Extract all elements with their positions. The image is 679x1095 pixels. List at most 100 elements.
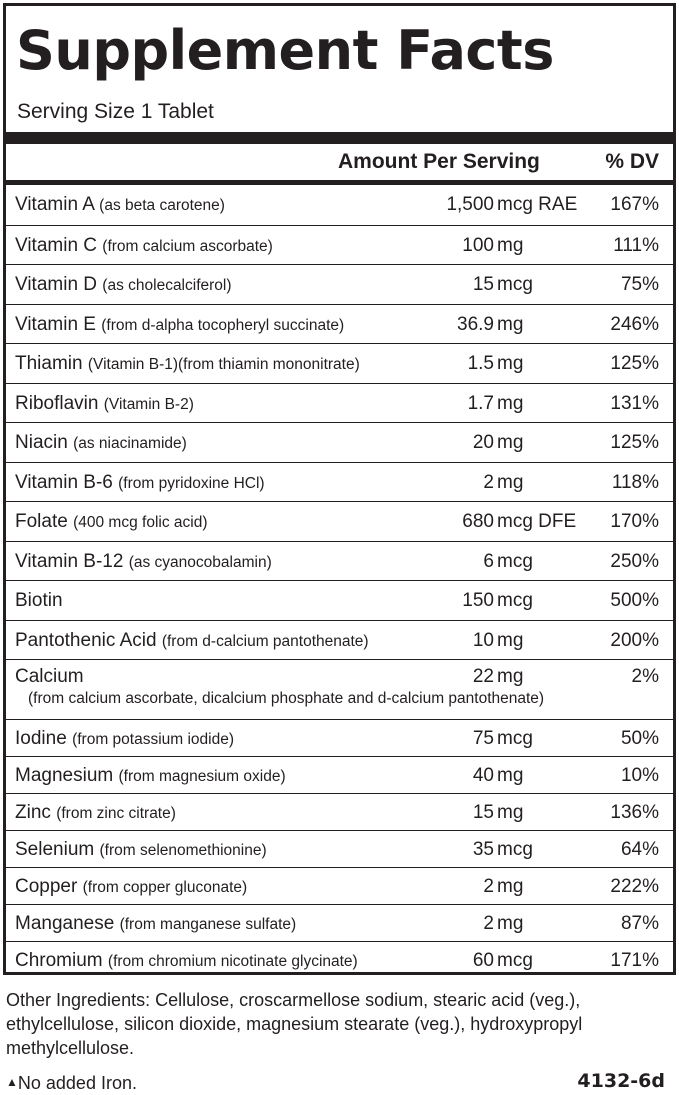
nutrient-unit: mcg [497, 950, 533, 971]
header-divider [6, 180, 673, 185]
nutrient-row: Vitamin D (as cholecalciferol) 15 mcg 75% [6, 264, 673, 304]
nutrient-label: Biotin [15, 590, 63, 611]
nutrient-label: Niacin [15, 432, 68, 453]
panel-title: Supplement Facts [16, 19, 554, 82]
nutrient-dv: 10% [620, 765, 659, 786]
nutrient-source: (from selenomethionine) [99, 842, 267, 859]
nutrient-amount: 60 [472, 950, 494, 971]
nutrient-row: Zinc (from zinc citrate) 15 mg 136% [6, 793, 673, 830]
nutrient-unit: mcg [497, 274, 533, 295]
nutrient-amount: 2 [483, 913, 494, 934]
nutrient-dv: 131% [610, 392, 659, 414]
nutrient-unit: mg [497, 765, 524, 786]
product-code: 4132-6d [577, 1070, 665, 1092]
nutrient-label: Chromium [15, 950, 103, 971]
nutrient-name: Vitamin D (as cholecalciferol) [15, 274, 232, 296]
nutrient-row: Vitamin B-6 (from pyridoxine HCl) 2 mg 118% [6, 461, 673, 502]
nutrient-label: Manganese [15, 913, 115, 934]
nutrient-source: (from magnesium oxide) [118, 768, 286, 785]
nutrient-row: Iodine (from potassium iodide) 75 mcg 50% [6, 719, 673, 756]
nutrient-dv: 250% [610, 550, 659, 572]
triangle-marker-icon: ▲ [6, 1075, 18, 1089]
nutrient-label: Magnesium [15, 765, 114, 786]
nutrient-amount: 40 [472, 765, 494, 786]
nutrient-dv: 118% [611, 471, 659, 493]
nutrient-row: Vitamin C (from calcium ascorbate) 100 mg 1… [6, 224, 673, 265]
serving-size: Serving Size 1 Tablet [17, 100, 214, 123]
nutrient-unit: mg [497, 353, 524, 374]
nutrient-row: Biotin 150 mcg 500% [6, 580, 673, 620]
nutrient-source: (as niacinamide) [73, 435, 187, 452]
nutrient-label: Thiamin [15, 353, 83, 374]
nutrient-source: (400 mcg folic acid) [73, 514, 208, 531]
nutrient-amount: 100 [462, 234, 494, 256]
nutrient-source: (from pyridoxine HCl) [118, 474, 265, 492]
footnote: ▲No added Iron. [6, 1070, 137, 1095]
nutrient-dv: 222% [610, 876, 659, 897]
nutrient-unit: mcg RAE [497, 194, 578, 215]
nutrient-source: (from chromium nicotinate glycinate) [107, 953, 358, 970]
nutrient-row: Niacin (as niacinamide) 20 mg 125% [6, 422, 673, 462]
nutrient-amount: 1.5 [467, 353, 494, 374]
nutrient-unit: mg [497, 666, 524, 687]
nutrient-unit: mg [497, 629, 524, 651]
nutrient-label: Zinc [15, 802, 51, 823]
nutrient-unit: mcg [497, 839, 533, 860]
nutrient-dv: 50% [620, 728, 659, 749]
nutrient-source: (from potassium iodide) [72, 731, 235, 748]
nutrient-name: Magnesium (from magnesium oxide) [15, 765, 286, 787]
nutrient-name: Manganese (from manganese sulfate) [15, 913, 296, 935]
nutrient-name: Zinc (from zinc citrate) [15, 802, 176, 824]
nutrient-row: Chromium (from chromium nicotinate glyci… [6, 941, 673, 978]
nutrient-label: Riboflavin [15, 392, 99, 414]
nutrient-dv: 75% [620, 274, 659, 295]
nutrient-dv: 170% [610, 511, 659, 532]
nutrient-amount: 10 [472, 629, 494, 651]
nutrient-row: Manganese (from manganese sulfate) 2 mg 87% [6, 904, 673, 941]
nutrient-source: (from copper gluconate) [82, 879, 248, 896]
nutrient-amount: 22 [472, 666, 494, 687]
nutrient-dv: 500% [610, 590, 659, 611]
nutrient-unit: mg [497, 392, 524, 414]
nutrient-label: Folate [15, 511, 68, 532]
nutrient-source-detail: (from calcium ascorbate, dicalcium phosp… [28, 690, 545, 707]
nutrient-label: Iodine [15, 728, 67, 749]
nutrient-dv: 64% [620, 839, 659, 860]
nutrient-unit: mg [497, 876, 524, 897]
nutrient-name: Selenium (from selenomethionine) [15, 839, 267, 861]
nutrient-name: Vitamin B-6 (from pyridoxine HCl) [15, 472, 265, 494]
nutrient-name: Vitamin B-12 (as cyanocobalamin) [15, 551, 272, 573]
nutrient-row: Calcium (from calcium ascorbate, dicalciu… [6, 659, 673, 719]
nutrient-row: Pantothenic Acid (from d-calcium pantoth… [6, 619, 673, 660]
nutrient-name: Vitamin E (from d-alpha tocopheryl succi… [15, 314, 344, 336]
nutrient-amount: 1,500 [446, 194, 494, 215]
nutrient-row: Vitamin A (as beta carotene) 1,500 mcg RAE… [6, 185, 673, 225]
nutrient-source: (from manganese sulfate) [119, 916, 297, 933]
nutrient-name: Iodine (from potassium iodide) [15, 728, 234, 750]
nutrient-label: Vitamin B-6 [15, 471, 113, 493]
nutrient-name: Calcium [15, 666, 84, 688]
nutrient-name: Chromium (from chromium nicotinate glyci… [15, 950, 358, 972]
nutrient-amount: 1.7 [467, 392, 494, 414]
nutrient-amount: 2 [483, 471, 494, 493]
nutrient-unit: mg [497, 313, 524, 335]
nutrient-name: Biotin [15, 590, 63, 612]
nutrient-unit: mg [497, 471, 524, 493]
thick-divider [6, 132, 673, 144]
nutrient-name: Copper (from copper gluconate) [15, 876, 247, 898]
nutrient-row: Vitamin B-12 (as cyanocobalamin) 6 mcg 250% [6, 540, 673, 581]
nutrient-unit: mcg [497, 550, 533, 572]
nutrient-source: (from d-calcium pantothenate) [161, 632, 369, 650]
nutrient-row: Copper (from copper gluconate) 2 mg 222% [6, 867, 673, 904]
nutrient-dv: 136% [610, 802, 659, 823]
nutrient-amount: 2 [483, 876, 494, 897]
nutrient-unit: mg [497, 432, 524, 453]
nutrient-amount: 20 [472, 432, 494, 453]
nutrient-name: Vitamin A (as beta carotene) [15, 194, 225, 216]
nutrient-source: (as cholecalciferol) [102, 277, 232, 294]
nutrient-row: Selenium (from selenomethionine) 35 mcg 64% [6, 830, 673, 867]
nutrient-dv: 171% [610, 950, 659, 971]
nutrient-dv: 2% [631, 666, 659, 687]
nutrient-amount: 15 [472, 802, 494, 823]
nutrient-unit: mg [497, 234, 524, 256]
